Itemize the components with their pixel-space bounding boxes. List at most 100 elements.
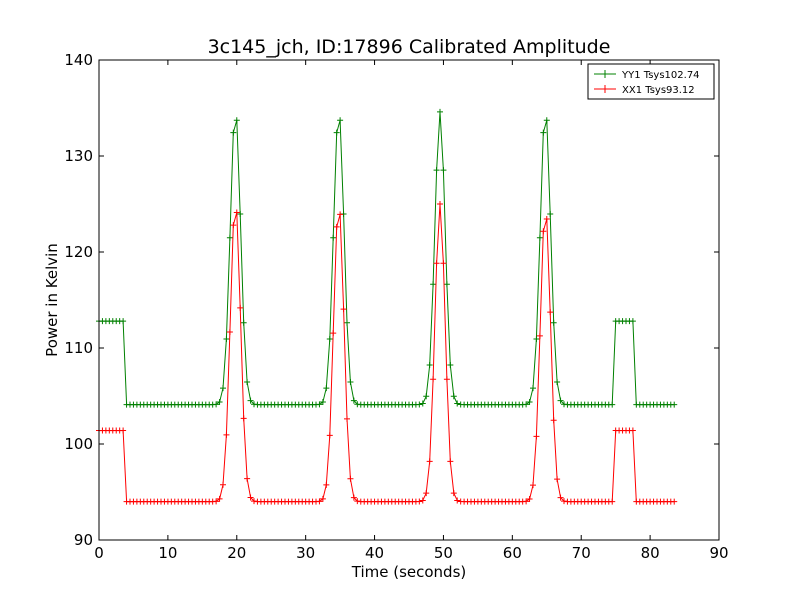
y-tick-label: 130 xyxy=(64,147,93,165)
plot-area xyxy=(99,60,719,540)
data-point xyxy=(443,281,450,288)
data-point xyxy=(316,498,323,505)
data-point xyxy=(533,336,540,343)
data-point xyxy=(523,498,530,505)
data-point xyxy=(671,401,678,408)
y-tick-label: 110 xyxy=(64,339,93,357)
data-point xyxy=(547,210,554,217)
data-point xyxy=(316,401,323,408)
legend-marker-yy1 xyxy=(601,70,609,78)
data-point xyxy=(220,481,226,488)
data-point xyxy=(416,401,423,408)
data-point xyxy=(543,216,550,223)
data-point xyxy=(333,223,340,230)
x-tick-label: 30 xyxy=(296,544,315,562)
data-point xyxy=(340,306,347,313)
data-point xyxy=(226,234,233,241)
data-point xyxy=(216,398,223,405)
data-point xyxy=(550,319,557,326)
data-point xyxy=(426,458,433,465)
data-point xyxy=(347,475,354,482)
x-axis: 0 10 20 30 40 50 60 70 80 90 xyxy=(94,60,729,562)
x-tick-label: 70 xyxy=(572,544,591,562)
data-point xyxy=(416,498,423,505)
data-point xyxy=(540,129,547,136)
data-point xyxy=(244,379,251,386)
data-point xyxy=(440,260,447,267)
data-point xyxy=(550,417,557,424)
data-point xyxy=(247,494,254,501)
data-point xyxy=(223,336,230,343)
data-point xyxy=(350,397,357,404)
data-point xyxy=(240,415,247,422)
legend-box xyxy=(587,63,715,100)
data-point xyxy=(609,498,616,505)
data-point xyxy=(326,432,333,439)
legend-marker-xx1 xyxy=(601,85,609,93)
data-point xyxy=(530,482,536,489)
y-tick-label: 100 xyxy=(64,435,93,453)
data-point xyxy=(240,319,247,326)
data-point xyxy=(233,117,240,124)
y-tick-label: 90 xyxy=(74,531,93,549)
series-layer xyxy=(96,108,678,505)
data-point xyxy=(547,309,554,316)
x-tick-label: 60 xyxy=(503,544,522,562)
data-point xyxy=(540,228,547,235)
data-point xyxy=(629,318,636,325)
data-point xyxy=(609,401,616,408)
x-tick-label: 90 xyxy=(709,544,728,562)
data-point xyxy=(454,400,461,407)
data-point xyxy=(344,319,350,326)
data-point xyxy=(433,167,440,174)
plot-frame xyxy=(98,59,720,541)
data-point xyxy=(237,304,244,311)
data-point xyxy=(557,397,564,404)
y-tick-label: 120 xyxy=(64,243,93,261)
data-point xyxy=(426,362,433,369)
legend-label-yy1: YY1 Tsys102.74 xyxy=(621,70,700,81)
x-tick-label: 40 xyxy=(365,544,384,562)
data-point xyxy=(430,281,437,288)
data-point xyxy=(557,494,564,501)
chart-title: 3c145_jch, ID:17896 Calibrated Amplitude xyxy=(208,36,611,58)
data-point xyxy=(536,234,543,241)
data-point xyxy=(454,497,461,504)
y-axis-label: Power in Kelvin xyxy=(43,243,61,357)
data-point xyxy=(230,222,237,229)
data-point xyxy=(450,490,457,497)
x-tick-label: 10 xyxy=(158,544,177,562)
data-point xyxy=(447,362,454,369)
data-point xyxy=(536,332,543,339)
x-tick-label: 80 xyxy=(641,544,660,562)
data-point xyxy=(337,211,344,218)
data-point xyxy=(450,393,457,400)
data-point xyxy=(554,476,561,483)
data-point xyxy=(330,234,337,241)
data-point xyxy=(230,129,237,136)
data-point xyxy=(213,401,220,408)
data-point xyxy=(323,481,330,488)
data-point xyxy=(554,379,561,386)
data-point xyxy=(344,415,350,422)
data-point xyxy=(223,431,230,438)
legend-label-xx1: XX1 Tsys93.12 xyxy=(622,85,695,96)
data-point xyxy=(120,427,127,434)
data-point xyxy=(523,401,530,408)
data-point xyxy=(347,379,354,386)
data-point xyxy=(216,495,223,502)
data-point xyxy=(433,260,440,267)
x-axis-label: Time (seconds) xyxy=(351,563,467,581)
data-point xyxy=(437,201,443,207)
data-point xyxy=(319,495,326,502)
data-point xyxy=(423,490,430,497)
data-point xyxy=(333,129,340,136)
data-point xyxy=(440,167,447,174)
data-point xyxy=(247,397,254,404)
data-point xyxy=(120,318,127,325)
data-point xyxy=(220,385,226,392)
x-tick-label: 50 xyxy=(434,544,453,562)
data-point xyxy=(233,209,240,216)
data-point xyxy=(213,498,220,505)
